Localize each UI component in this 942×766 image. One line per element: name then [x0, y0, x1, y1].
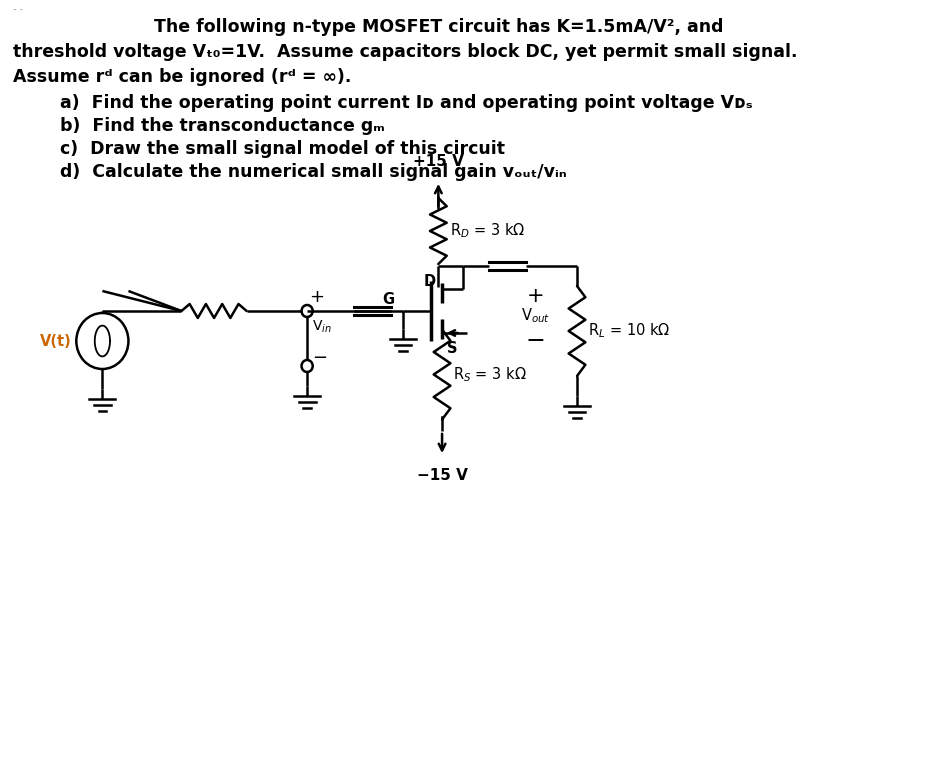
Text: V$_{in}$: V$_{in}$ [312, 319, 332, 336]
Text: a)  Find the operating point current Iᴅ and operating point voltage Vᴅₛ: a) Find the operating point current Iᴅ a… [60, 94, 753, 112]
Text: threshold voltage Vₜ₀=1V.  Assume capacitors block DC, yet permit small signal.: threshold voltage Vₜ₀=1V. Assume capacit… [13, 43, 798, 61]
Text: −15 V: −15 V [416, 468, 467, 483]
Text: V(t): V(t) [40, 333, 72, 349]
Text: −: − [526, 329, 545, 353]
Text: Assume rᵈ can be ignored (rᵈ = ∞).: Assume rᵈ can be ignored (rᵈ = ∞). [13, 68, 351, 86]
Text: V$_{out}$: V$_{out}$ [521, 306, 550, 326]
Text: c)  Draw the small signal model of this circuit: c) Draw the small signal model of this c… [60, 140, 506, 158]
Text: S: S [447, 341, 457, 356]
Text: +: + [527, 286, 544, 306]
Text: R$_L$ = 10 kΩ: R$_L$ = 10 kΩ [588, 322, 671, 340]
Text: d)  Calculate the numerical small signal gain vₒᵤₜ/vᵢₙ: d) Calculate the numerical small signal … [60, 163, 567, 181]
Text: R$_D$ = 3 kΩ: R$_D$ = 3 kΩ [449, 221, 525, 241]
Text: b)  Find the transconductance gₘ: b) Find the transconductance gₘ [60, 117, 385, 135]
Text: +15 V: +15 V [413, 154, 463, 169]
Text: - -: - - [13, 4, 24, 14]
Text: +: + [309, 288, 324, 306]
Text: D: D [424, 274, 435, 289]
Text: G: G [382, 292, 395, 307]
Text: R$_S$ = 3 kΩ: R$_S$ = 3 kΩ [453, 365, 527, 384]
Text: The following n-type MOSFET circuit has K=1.5mA/V², and: The following n-type MOSFET circuit has … [154, 18, 723, 36]
Text: −: − [312, 349, 327, 367]
